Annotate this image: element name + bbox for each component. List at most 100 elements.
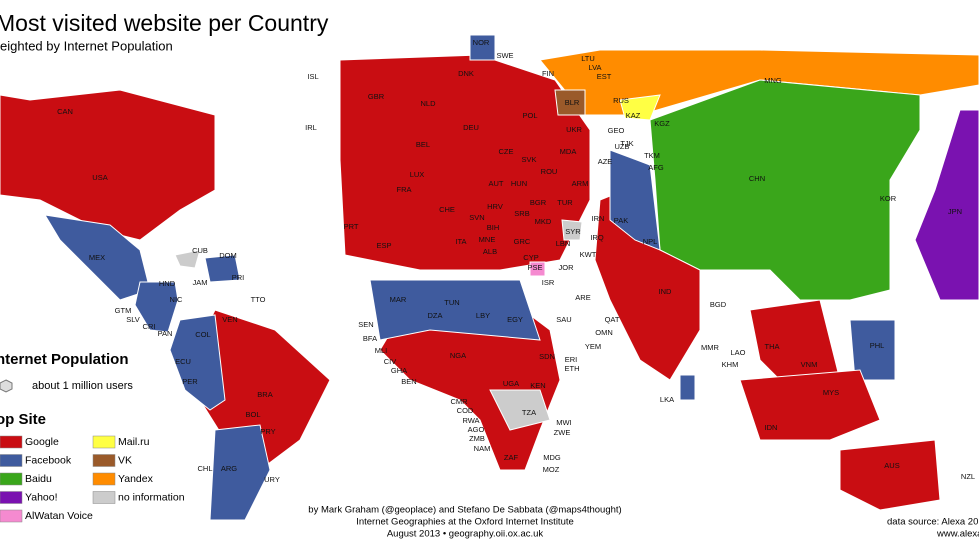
legend-label: AlWatan Voice: [25, 510, 93, 522]
region: [529, 261, 546, 277]
country-label: MNG: [764, 76, 782, 85]
country-label: HND: [159, 279, 176, 288]
region: [44, 214, 151, 301]
legend-swatch: [0, 491, 23, 504]
country-label: FIN: [542, 69, 554, 78]
country-label: HRV: [487, 202, 503, 211]
country-label: ZWE: [554, 428, 571, 437]
country-label: DEU: [463, 123, 479, 132]
country-label: BGD: [710, 300, 727, 309]
legend-swatch: [92, 472, 116, 486]
country-label: NOR: [473, 38, 490, 47]
country-label: NPL: [643, 237, 658, 246]
country-label: MOZ: [543, 465, 560, 474]
country-label: LKA: [660, 395, 674, 404]
country-label: UZB: [615, 142, 630, 151]
country-label: URY: [264, 475, 280, 484]
region: [369, 279, 541, 341]
country-label: SDN: [539, 352, 555, 361]
country-label: MNE: [479, 235, 496, 244]
country-label: SLV: [126, 315, 140, 324]
legend-swatch: [0, 472, 23, 486]
country-label: TUN: [444, 298, 459, 307]
country-label: DNK: [458, 69, 474, 78]
credit: by Mark Graham (@geoplace) and Stefano D…: [308, 505, 621, 516]
country-label: GRC: [514, 237, 531, 246]
country-label: MEX: [89, 253, 105, 262]
country-label: AGO: [468, 425, 485, 434]
country-label: VEN: [222, 315, 237, 324]
legend-swatch: [0, 435, 23, 449]
country-label: ARE: [575, 293, 590, 302]
legend: Google Facebook Baidu Yahoo! AlWatan Voice Ma…: [0, 435, 185, 523]
country-label: NIC: [170, 295, 184, 304]
country-label: MWI: [556, 418, 571, 427]
country-label: OMN: [595, 328, 613, 337]
country-label: BIH: [487, 223, 500, 232]
region: [174, 249, 201, 269]
country-label: BEN: [401, 377, 416, 386]
region: [169, 314, 226, 411]
country-label: EGY: [507, 315, 523, 324]
region: [489, 389, 551, 431]
country-label: CHN: [749, 174, 765, 183]
country-label: PSE: [527, 263, 542, 272]
country-label: LVA: [588, 63, 601, 72]
country-label: CUB: [192, 246, 208, 255]
country-label: ESP: [376, 241, 391, 250]
region: [609, 149, 661, 251]
country-label: TJK: [620, 139, 633, 148]
region: [204, 254, 241, 283]
country-label: RUS: [613, 96, 629, 105]
country-label: KHM: [722, 360, 739, 369]
country-label: CYP: [523, 253, 538, 262]
region: [0, 89, 216, 241]
country-label: VNM: [801, 360, 818, 369]
country-label: AZE: [598, 157, 613, 166]
legend-label: no information: [118, 491, 185, 503]
country-label: THA: [765, 342, 780, 351]
region: [554, 89, 586, 116]
country-label: SWE: [496, 51, 513, 60]
region: [561, 219, 583, 241]
country-label: NAM: [474, 444, 491, 453]
country-label: SYR: [565, 227, 581, 236]
country-label: GEO: [608, 126, 625, 135]
country-label: SRB: [514, 209, 529, 218]
country-label: GHA: [391, 366, 407, 375]
country-label: KAZ: [626, 111, 641, 120]
country-label: RWA: [462, 416, 479, 425]
hex-icon: [0, 379, 13, 393]
region: [134, 281, 179, 333]
country-label: ZAF: [504, 453, 519, 462]
region: [739, 369, 881, 441]
legend-swatch: [0, 454, 23, 467]
legend-swatch: [92, 435, 116, 449]
country-label: MLI: [375, 346, 388, 355]
regions: [0, 34, 979, 521]
country-label: CMR: [450, 397, 468, 406]
country-label: CIV: [384, 357, 397, 366]
country-label: KWT: [580, 250, 597, 259]
country-label: IRN: [592, 214, 605, 223]
country-label: POL: [522, 111, 537, 120]
country-label: ECU: [175, 357, 191, 366]
country-label: AFG: [648, 163, 664, 172]
region: [839, 439, 941, 511]
country-label: MDG: [543, 453, 561, 462]
source: www.alexa.c: [936, 529, 979, 540]
country-label: BLR: [565, 98, 580, 107]
legend-label: Yandex: [118, 473, 154, 485]
country-label: SVN: [469, 213, 484, 222]
country-label: QAT: [605, 315, 620, 324]
country-label: DOM: [219, 251, 237, 260]
country-label: CZE: [499, 147, 514, 156]
country-label: KGZ: [654, 119, 670, 128]
country-label: LUX: [410, 170, 425, 179]
country-label: PRI: [232, 273, 245, 282]
country-label: EST: [597, 72, 612, 81]
credit: August 2013 • geography.oii.ox.ac.uk: [387, 529, 544, 540]
country-label: CHE: [439, 205, 455, 214]
country-label: ALB: [483, 247, 497, 256]
